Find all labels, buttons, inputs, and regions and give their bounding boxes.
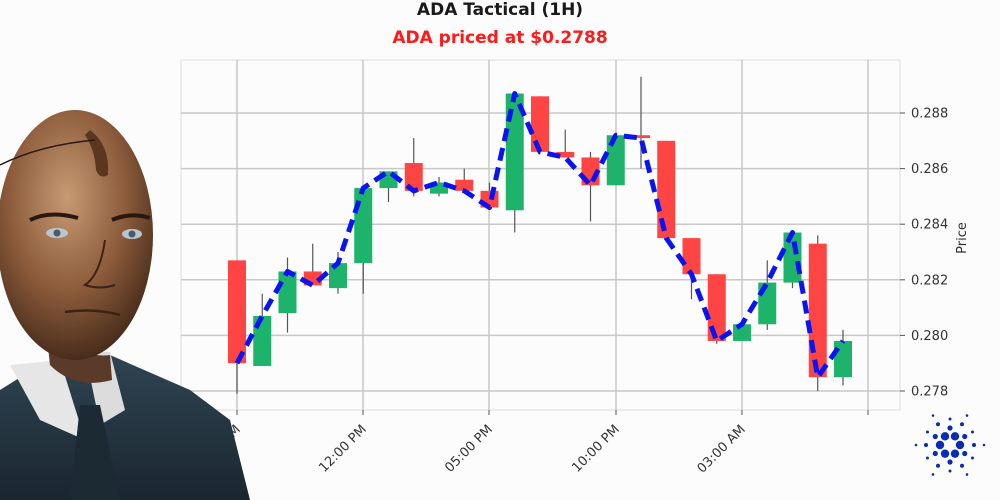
candle-body-down [404, 163, 423, 191]
candle [531, 96, 549, 152]
candle [606, 135, 625, 186]
candle-body-up [329, 263, 347, 289]
y-tick-label: 0.288 [911, 107, 948, 122]
candle-body-up [430, 182, 448, 194]
candle [682, 238, 701, 300]
x-tick-label: 05:00 PM [442, 422, 495, 475]
candle-body-up [505, 93, 524, 211]
candle [632, 76, 650, 169]
avatar-portrait-icon [0, 110, 250, 500]
chart-title: ADA Tactical (1H) [416, 0, 584, 20]
candle-body-up [354, 188, 373, 264]
cardano-logo-icon [914, 414, 986, 476]
candle-body-down [531, 96, 549, 152]
candle [228, 260, 246, 394]
candle-body-down [455, 179, 474, 191]
candles [228, 76, 852, 394]
x-tick-label: 12:00 PM [316, 422, 369, 475]
candle-body-up [606, 135, 625, 186]
candle-body-down [707, 274, 726, 341]
candle [657, 140, 676, 239]
candle [455, 168, 474, 191]
candle-body-down [657, 140, 676, 239]
x-tick-label: 03:00 AM [695, 422, 749, 476]
candle-body-down [556, 151, 575, 158]
candle-body-down [682, 238, 701, 275]
y-axis-label: Price [955, 222, 970, 254]
candle-body-up [834, 340, 852, 378]
y-tick-label: 0.282 [911, 273, 948, 288]
y-tick-label: 0.280 [911, 329, 948, 344]
candle-body-down [228, 260, 246, 364]
candle-body-down [632, 135, 650, 139]
x-tick-label: 10:00 PM [569, 422, 622, 475]
candle [505, 93, 524, 233]
candle [404, 138, 423, 197]
y-tick-label: 0.286 [911, 162, 948, 177]
candle-body-up [278, 271, 297, 314]
price-subtitle: ADA priced at $0.2788 [392, 28, 608, 48]
y-tick-label: 0.278 [911, 385, 948, 400]
y-tick-label: 0.284 [911, 218, 948, 233]
y-axis: 0.278 0.280 0.282 0.284 0.286 0.288 [900, 107, 948, 400]
candle [430, 176, 448, 197]
candle [556, 129, 575, 158]
candle [707, 274, 726, 344]
trend-line [234, 91, 846, 380]
candle-body-down [808, 243, 827, 378]
